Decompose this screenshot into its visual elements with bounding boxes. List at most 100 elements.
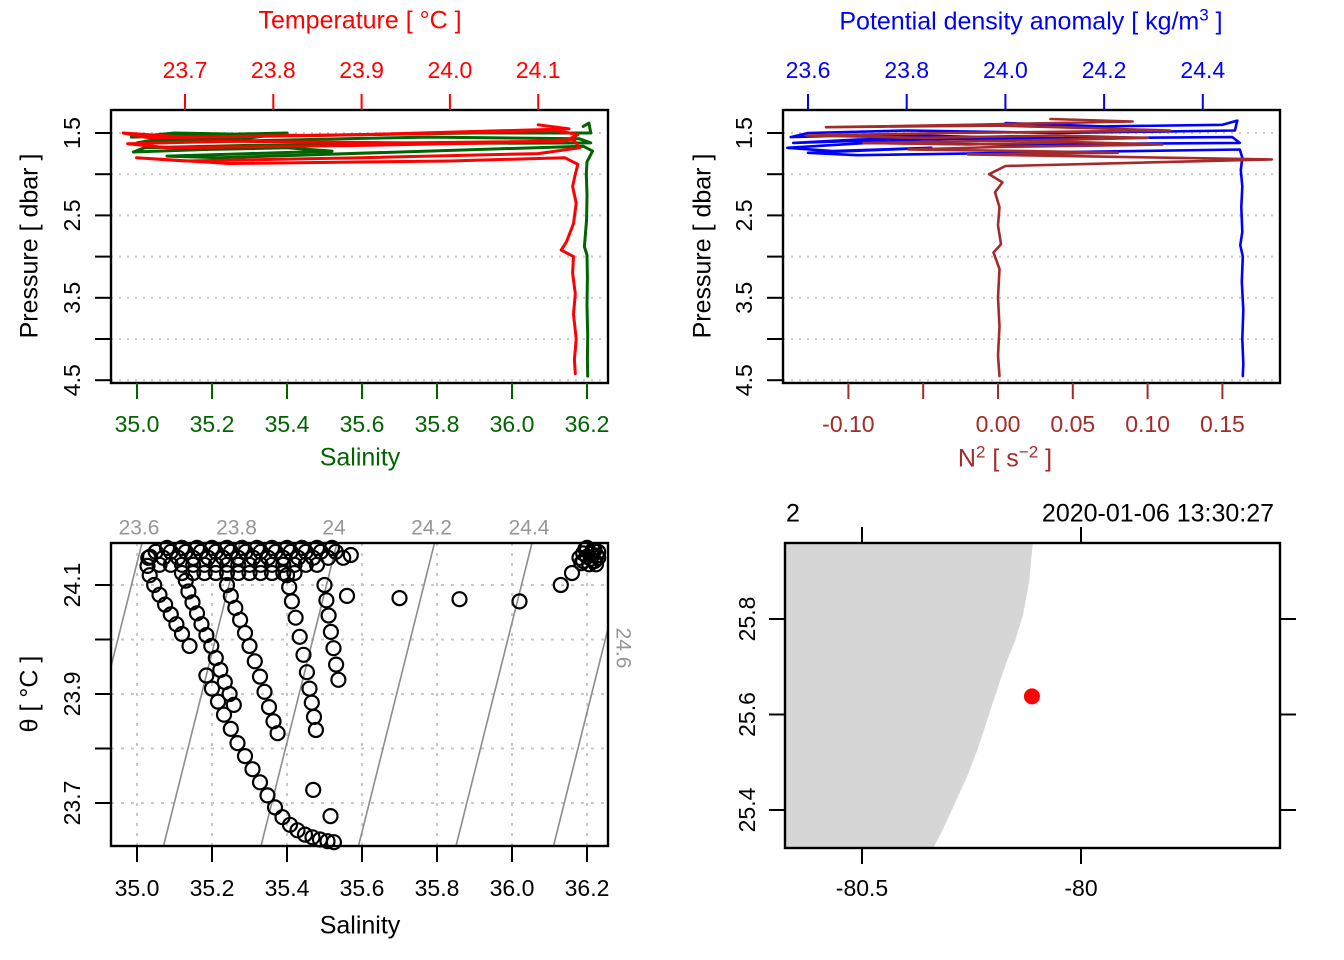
station-marker <box>1023 688 1040 705</box>
ts-point <box>307 721 324 739</box>
ts-point <box>230 564 247 582</box>
ts-point <box>232 611 249 629</box>
tick-label: 23.6 <box>786 57 831 83</box>
ts-point <box>259 787 276 804</box>
tick-label: 24.1 <box>516 57 561 83</box>
ts-point <box>221 685 238 703</box>
isopycnal-label: 24.2 <box>411 517 452 540</box>
pressure-axis-title-left: Pressure [ dbar ] <box>15 153 44 339</box>
ts-point <box>241 556 258 573</box>
isopycnal-label: 23.6 <box>119 517 160 540</box>
ts-point <box>162 556 179 573</box>
ts-point <box>215 706 233 723</box>
ts-point <box>196 564 213 582</box>
bl-panel: 23.6 23.8 24 24.2 24.4 24.6 35.0 35.2 35.4 35.6 35… <box>59 517 635 902</box>
tick-label: 24.4 <box>1180 57 1225 83</box>
tick-label: 23.8 <box>884 57 929 83</box>
station-number-label: 2 <box>786 499 800 528</box>
ts-point <box>198 667 215 684</box>
n2-buoyancy-frequency-profile-line <box>805 117 1274 378</box>
tick-label: 23.8 <box>251 57 296 83</box>
ts-point <box>335 549 352 566</box>
ts-point <box>590 543 607 560</box>
ts-point <box>142 548 159 565</box>
salinity-axis-title-ts-panel: Salinity <box>319 911 401 940</box>
tick-label: 3.5 <box>59 282 85 314</box>
ts-point <box>295 646 312 663</box>
pressure-axis-title-right-panel: Pressure [ dbar ] <box>688 153 717 339</box>
ts-point <box>218 576 236 594</box>
isopycnal-23.6 <box>111 543 143 670</box>
isopycnal-24.6 <box>552 625 608 846</box>
theta-axis-title: θ [ °C ] <box>15 655 44 733</box>
ts-point <box>301 680 318 697</box>
tick-label: 35.2 <box>190 875 235 901</box>
ts-point <box>173 564 191 582</box>
ts-point <box>181 637 198 655</box>
ts-point <box>207 564 224 582</box>
ts-point <box>173 625 191 643</box>
tick-label: 25.8 <box>734 597 760 642</box>
ts-point <box>236 624 254 642</box>
ts-point <box>263 556 281 573</box>
ts-point <box>173 556 191 573</box>
ts-point <box>323 539 341 557</box>
tick-label: 2.5 <box>731 199 757 231</box>
ts-point <box>236 747 254 765</box>
tick-label: 2.5 <box>59 199 85 231</box>
ts-point <box>304 829 321 846</box>
tick-label: 23.9 <box>339 57 384 83</box>
superscript-2: 2 <box>975 442 986 462</box>
ts-point <box>180 583 197 600</box>
ts-point <box>151 556 168 573</box>
map-content <box>785 543 1040 848</box>
tick-label: 25.6 <box>734 692 760 737</box>
tick-label: 36.0 <box>490 411 535 437</box>
ts-point <box>222 720 239 738</box>
ts-point <box>552 576 569 594</box>
ts-point <box>511 593 528 610</box>
superscript-minus-2: −2 <box>1018 442 1039 462</box>
ts-point <box>325 834 342 851</box>
tick-label: 35.4 <box>265 875 310 901</box>
tick-label: 35.0 <box>115 411 160 437</box>
ts-point <box>391 589 408 607</box>
tick-label: 0.10 <box>1125 411 1170 437</box>
ts-point <box>260 698 278 716</box>
ts-point <box>269 725 286 742</box>
ts-point <box>252 556 269 573</box>
ts-point <box>278 567 296 584</box>
ts-point <box>320 607 337 624</box>
density-axis-title: Potential density anomaly [ kg/m3 ] <box>839 5 1223 36</box>
tick-label: 24.0 <box>428 57 473 83</box>
tick-label: 35.6 <box>340 411 385 437</box>
isopycnal-label: 24 <box>322 517 346 540</box>
tick-label: 24.2 <box>1082 57 1127 83</box>
tick-label: 0.05 <box>1050 411 1095 437</box>
tick-label: 23.9 <box>59 672 85 717</box>
tick-label: 36.2 <box>565 875 610 901</box>
tick-label: 3.5 <box>731 282 757 314</box>
ts-point <box>286 564 303 582</box>
ts-point <box>207 556 224 573</box>
tick-label: 25.4 <box>734 787 760 832</box>
plot-box <box>109 108 610 385</box>
ts-point <box>141 567 158 584</box>
ts-point <box>563 564 581 582</box>
tick-label: 23.7 <box>59 781 85 826</box>
ts-point <box>330 671 347 688</box>
ts-point <box>451 591 468 608</box>
ts-point <box>316 576 333 594</box>
tick-label: 35.0 <box>115 875 160 901</box>
ts-point <box>177 572 194 589</box>
isopycnal-24.2 <box>357 543 436 846</box>
isopycnal-label-right: 24.6 <box>612 628 635 669</box>
ts-point <box>303 694 320 711</box>
ts-point <box>139 557 156 575</box>
tick-label: 0.00 <box>976 411 1021 437</box>
ts-point <box>308 556 326 573</box>
ts-point <box>241 564 258 582</box>
tr-panel: 23.6 23.8 24.0 24.2 24.4 -0.10 0.00 0.05 0.10 0.1… <box>731 57 1282 437</box>
tl-panel: 23.7 23.8 23.9 24.0 24.1 35.0 35.2 35.4 35.6 35.8… <box>59 57 609 437</box>
tick-label: 35.4 <box>265 411 310 437</box>
